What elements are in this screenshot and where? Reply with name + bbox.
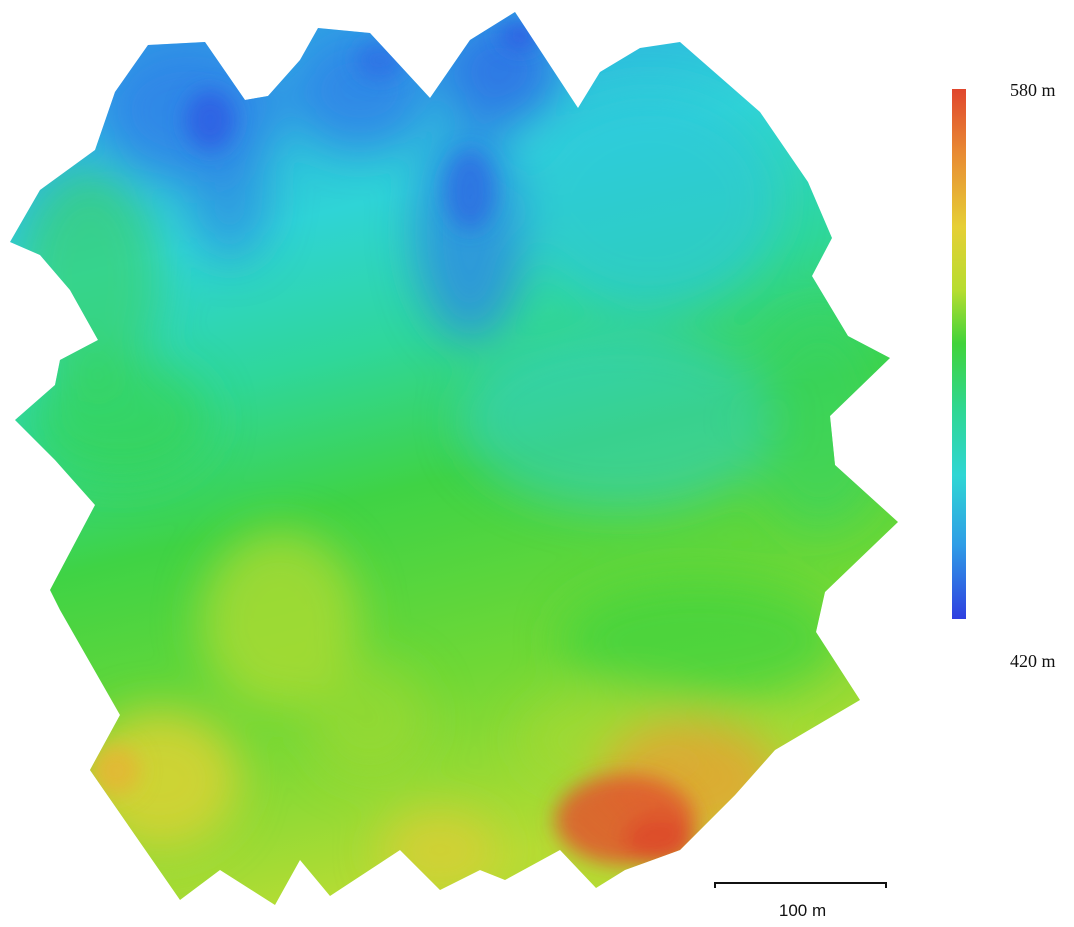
elevation-raster [10,12,898,905]
scale-bar-label: 100 m [778,901,827,920]
legend-min-label: 420 m [1010,651,1056,671]
scale-bar [714,882,887,888]
elevation-color-legend [952,89,966,619]
elevation-map [10,12,898,905]
legend-max-label: 580 m [1010,80,1056,100]
